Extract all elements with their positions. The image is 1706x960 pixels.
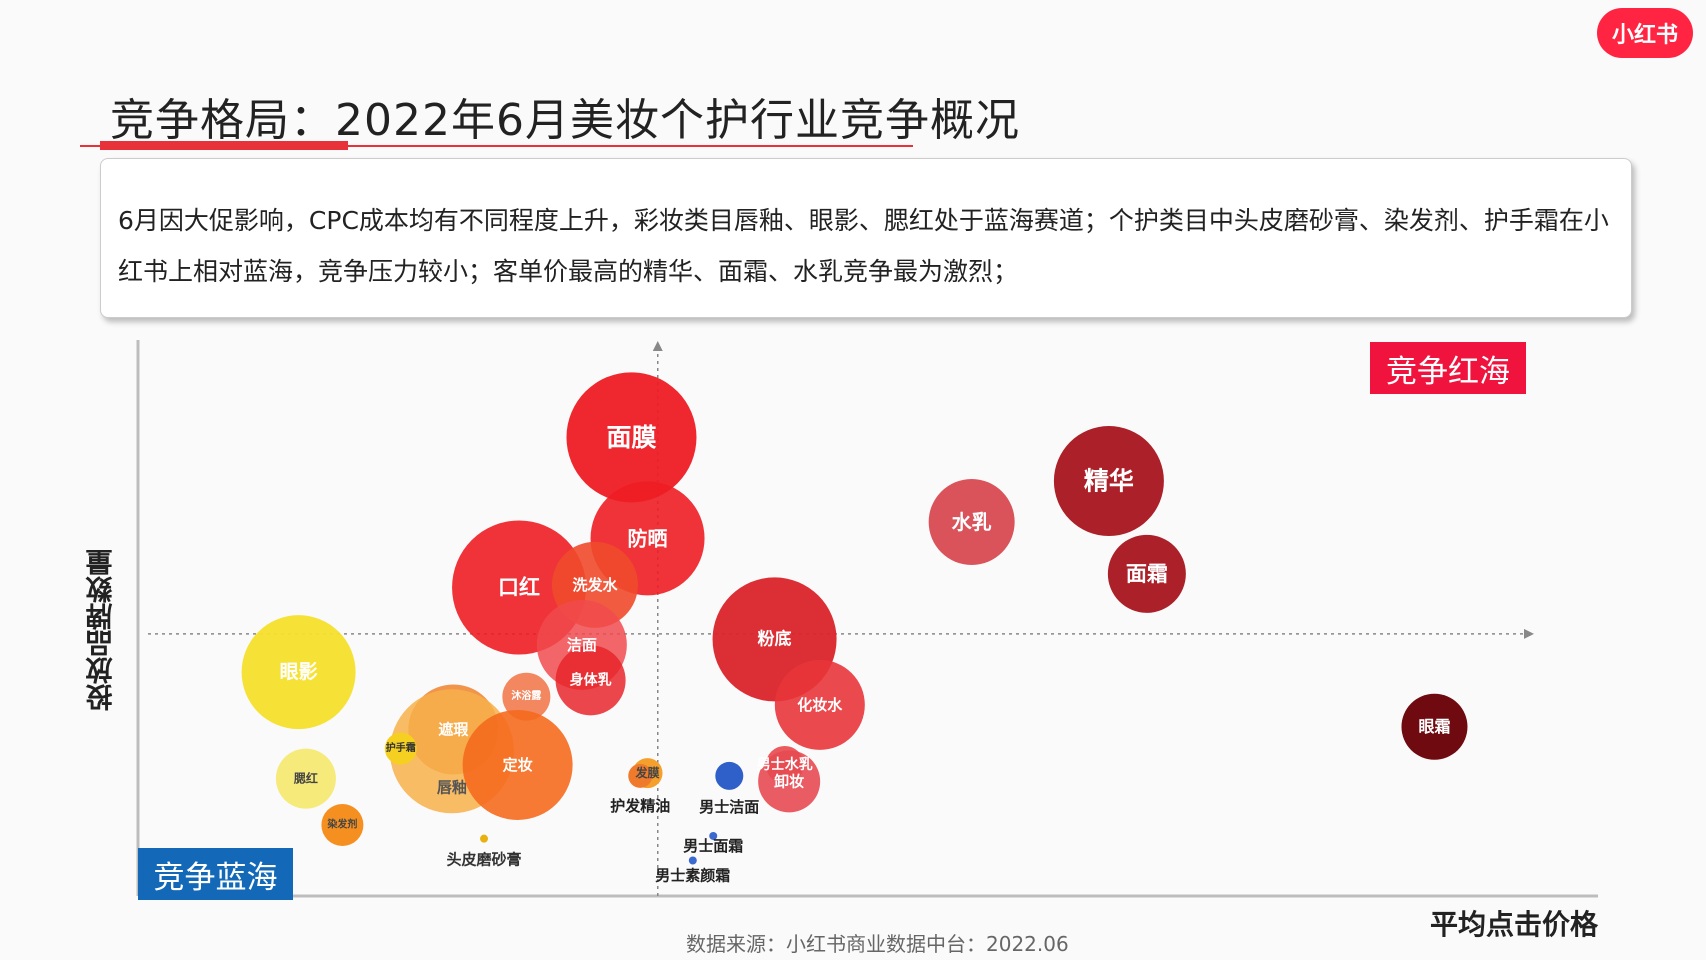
bubble-label-9: 唇釉 xyxy=(437,778,467,796)
bubble-label-11: 护手霜 xyxy=(386,741,416,754)
bubble-16 xyxy=(774,659,865,750)
bubble-24 xyxy=(928,478,1015,565)
bubble-label-2: 口红 xyxy=(498,576,540,600)
red-ocean-label: 竞争红海 xyxy=(1370,342,1526,394)
bubble-label-26: 面霜 xyxy=(1126,562,1168,586)
bubble-23 xyxy=(688,856,697,865)
bubble-label-4: 洁面 xyxy=(567,636,597,654)
chart-axes xyxy=(136,340,1598,898)
bubble-7 xyxy=(241,615,356,730)
bubble-label-1: 防晒 xyxy=(628,526,668,550)
bubble-14 xyxy=(480,834,489,843)
bubble-label-27: 眼霜 xyxy=(1418,717,1450,736)
bubble-label-15: 粉底 xyxy=(758,628,792,649)
bubble-21 xyxy=(715,761,744,790)
x-axis-label: 平均点击价格 xyxy=(1430,908,1599,941)
bubble-12 xyxy=(275,748,336,809)
bubble-10 xyxy=(462,709,573,820)
y-axis-label: 投放品牌数量 xyxy=(86,549,118,711)
bubble-label-0: 面膜 xyxy=(606,423,656,452)
bubble-label-10: 定妆 xyxy=(503,756,533,774)
title-underline-accent xyxy=(100,141,348,150)
bubble-13 xyxy=(321,804,364,847)
bubble-label-13: 染发剂 xyxy=(326,818,357,831)
bubble-label-16: 化妆水 xyxy=(797,696,843,714)
data-source: 数据来源：小红书商业数据中台：2022.06 xyxy=(686,932,1069,956)
page-title: 竞争格局：2022年6月美妆个护行业竞争概况 xyxy=(110,95,1020,146)
summary-box: 6月因大促影响，CPC成本均有不同程度上升，彩妆类目唇釉、眼影、腮红处于蓝海赛道… xyxy=(100,158,1632,318)
bubble-18 xyxy=(758,750,821,813)
bubble-22 xyxy=(709,831,718,840)
bubble-26 xyxy=(1107,534,1186,613)
bubble-6 xyxy=(502,672,551,721)
bubble-label-20: 护发精油 xyxy=(610,797,670,815)
bubble-label-6: 沐浴露 xyxy=(511,689,542,702)
bubble-label-7: 眼影 xyxy=(280,661,318,683)
bubble-0 xyxy=(566,372,697,503)
bubble-label-19: 发膜 xyxy=(635,765,660,780)
bubble-label-3: 洗发水 xyxy=(572,576,618,594)
bubble-label-5: 身体乳 xyxy=(570,671,612,688)
bubble-label-23: 男士素颜霜 xyxy=(655,867,730,885)
bubble-25 xyxy=(1053,426,1164,537)
bubble-label-17: 男士水乳 xyxy=(757,756,813,773)
blue-ocean-label: 竞争蓝海 xyxy=(138,848,293,900)
bubble-label-25: 精华 xyxy=(1084,467,1134,496)
bubble-label-18: 卸妆 xyxy=(774,772,804,790)
bubble-label-8: 遮瑕 xyxy=(438,720,469,738)
bubble-label-22: 男士面霜 xyxy=(683,837,743,855)
summary-text: 6月因大促影响，CPC成本均有不同程度上升，彩妆类目唇釉、眼影、腮红处于蓝海赛道… xyxy=(118,206,1609,286)
bubble-20 xyxy=(628,763,653,788)
bubble-label-24: 水乳 xyxy=(952,510,992,534)
bubble-label-12: 腮红 xyxy=(294,771,318,786)
title-underline xyxy=(80,145,913,147)
bubble-11 xyxy=(384,732,417,765)
bubble-label-14: 头皮磨砂膏 xyxy=(447,851,522,869)
bubble-5 xyxy=(555,645,626,716)
xiaohongshu-logo: 小红书 xyxy=(1597,8,1693,58)
bubble-label-21: 男士洁面 xyxy=(699,798,759,816)
bubble-27 xyxy=(1401,693,1468,760)
